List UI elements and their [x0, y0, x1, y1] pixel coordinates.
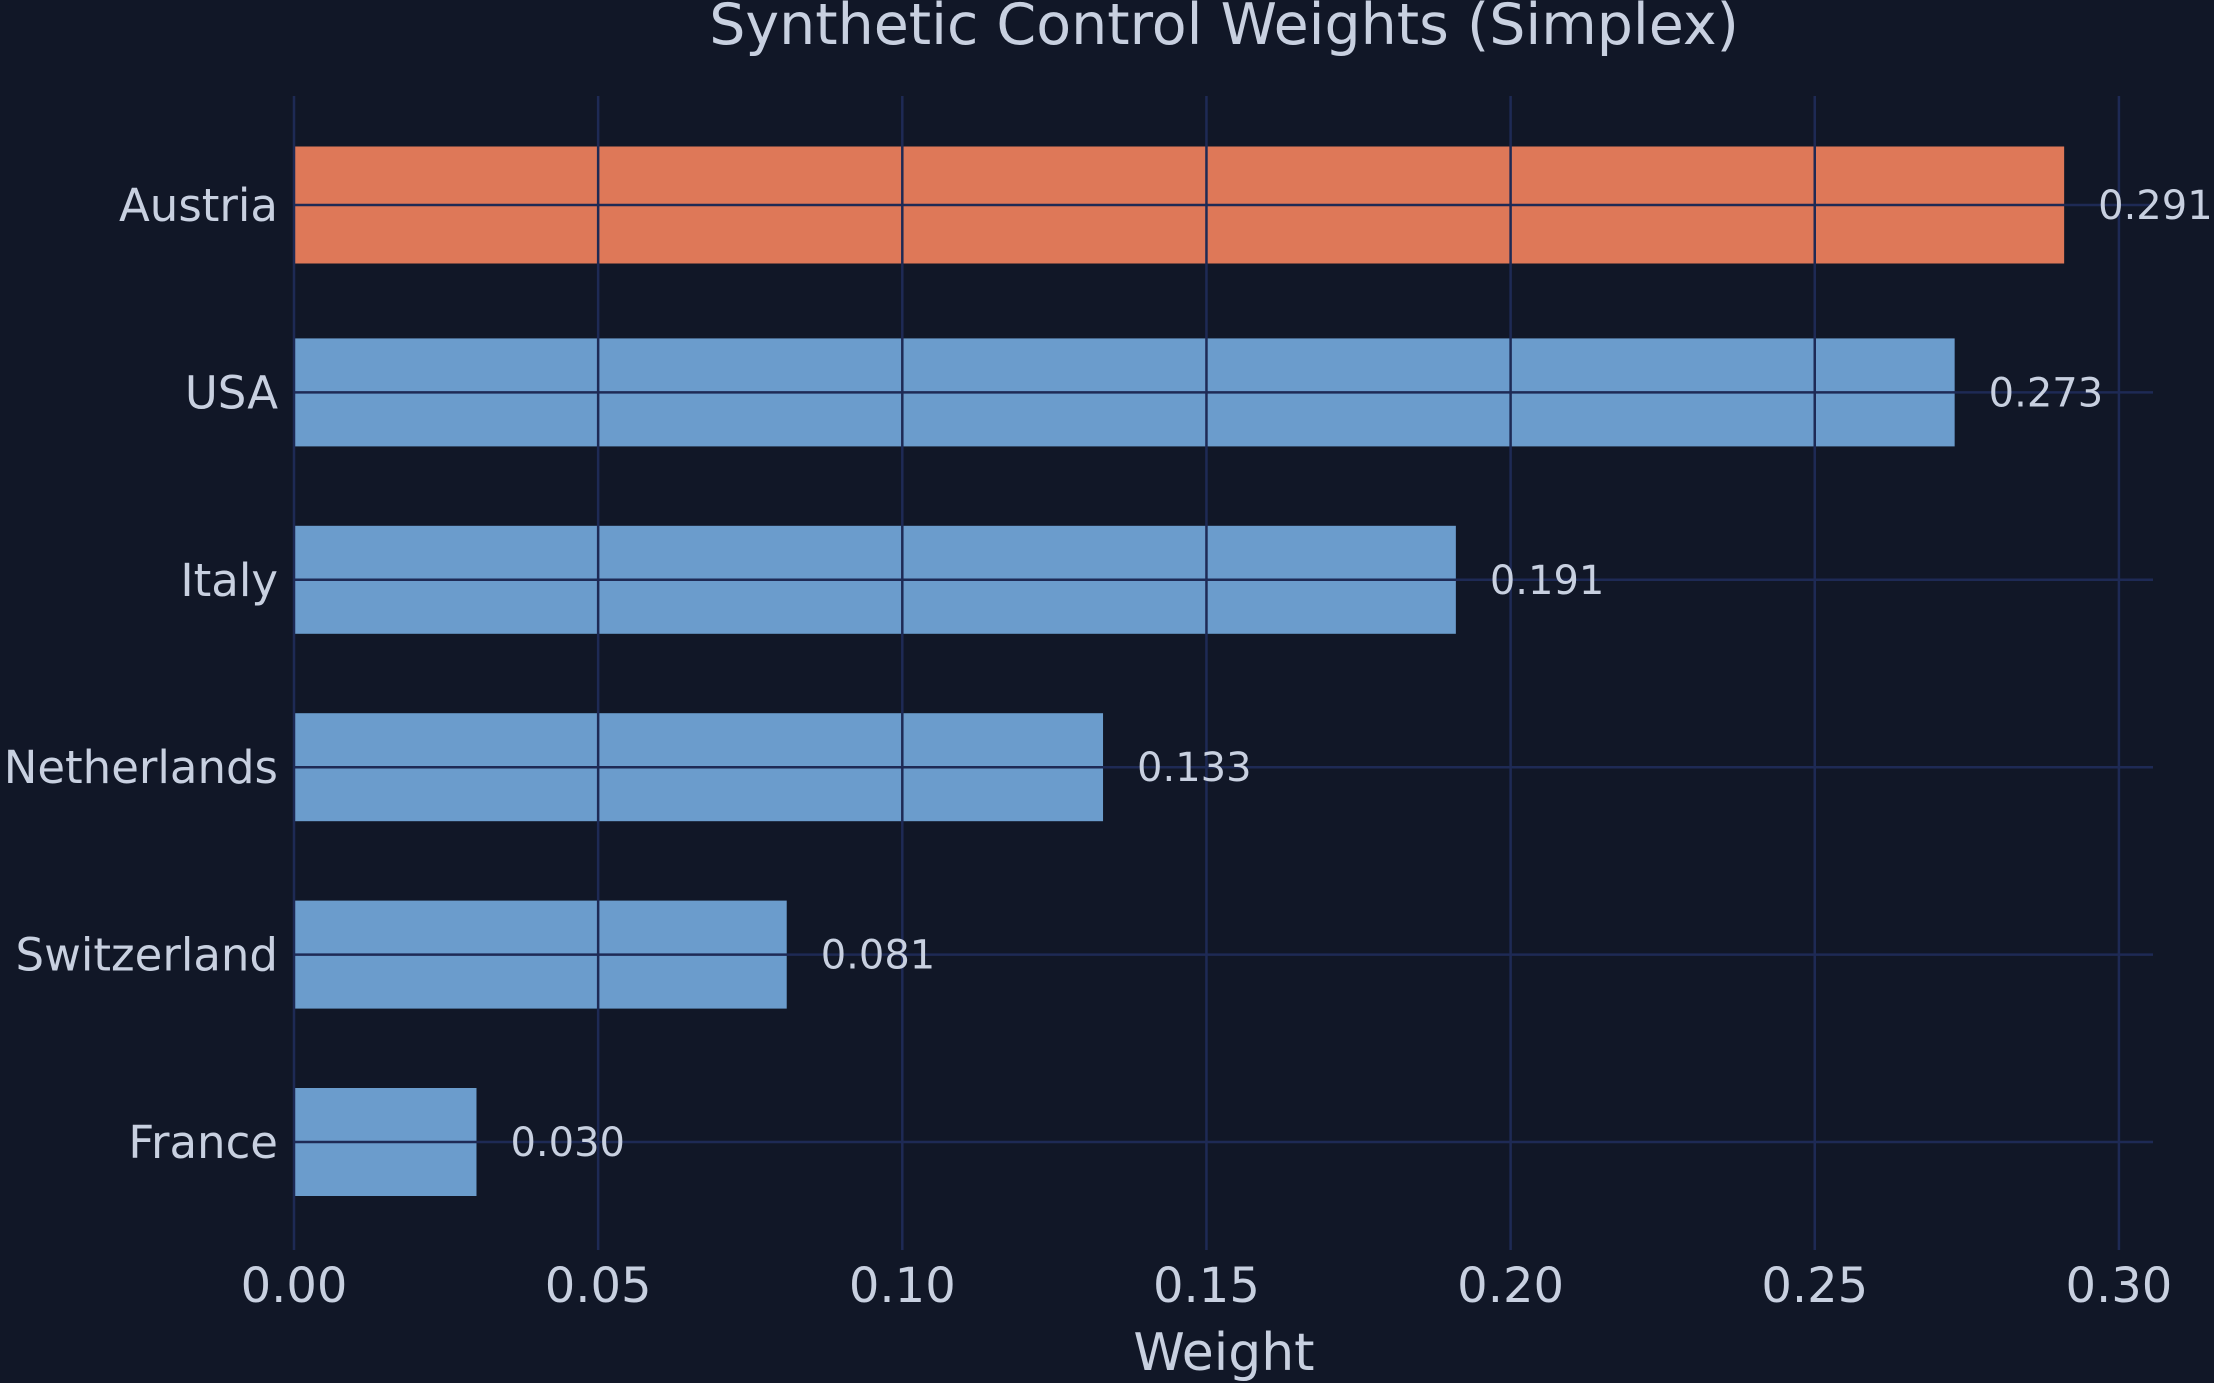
x-tick-label: 0.10 — [849, 1258, 956, 1314]
value-label: 0.133 — [1137, 745, 1252, 791]
category-label: Netherlands — [4, 741, 278, 794]
category-label: USA — [185, 366, 278, 419]
x-axis-label: Weight — [1133, 1323, 1314, 1383]
value-label: 0.081 — [821, 933, 936, 979]
category-label: Switzerland — [16, 929, 279, 982]
chart-title: Synthetic Control Weights (Simplex) — [709, 0, 1739, 58]
category-label: France — [128, 1116, 278, 1169]
value-label: 0.030 — [510, 1120, 625, 1166]
value-label: 0.191 — [1490, 558, 1605, 604]
x-tick-label: 0.25 — [1761, 1258, 1868, 1314]
value-label: 0.273 — [1989, 370, 2104, 416]
value-label: 0.291 — [2098, 183, 2213, 229]
x-tick-label: 0.15 — [1153, 1258, 1260, 1314]
x-tick-label: 0.20 — [1457, 1258, 1564, 1314]
x-tick-label: 0.00 — [241, 1258, 348, 1314]
x-tick-label: 0.05 — [545, 1258, 652, 1314]
category-label: Italy — [180, 554, 278, 607]
x-tick-label: 0.30 — [2065, 1258, 2172, 1314]
category-label: Austria — [119, 179, 278, 232]
